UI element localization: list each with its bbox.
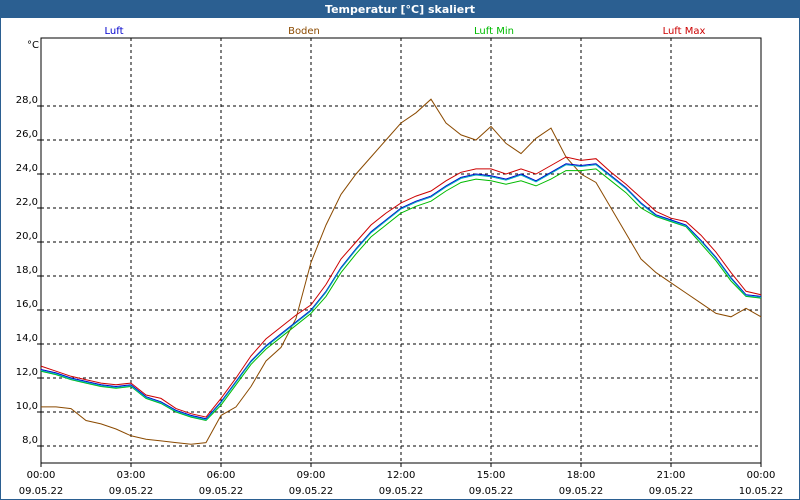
series-layer: [40, 98, 762, 445]
y-tick-label: 18,0: [16, 265, 38, 276]
x-tick-time: 18:00: [567, 470, 596, 481]
x-tick-time: 09:00: [297, 470, 326, 481]
legend-luft: Luft: [105, 26, 124, 37]
x-tick-date: 09.05.22: [199, 486, 244, 497]
x-tick-date: 09.05.22: [289, 486, 334, 497]
x-tick-time: 06:00: [207, 470, 236, 481]
y-tick-label: 20,0: [16, 231, 38, 242]
legend-luft-max: Luft Max: [663, 26, 706, 37]
series-line-luft-min: [40, 168, 762, 422]
y-tick-label: 24,0: [16, 163, 38, 174]
series-line-boden: [41, 98, 762, 445]
y-tick-label: 10,0: [16, 401, 38, 412]
x-tick-time: 00:00: [27, 470, 56, 481]
x-tick-time: 15:00: [477, 470, 506, 481]
x-tick-date: 09.05.22: [649, 486, 694, 497]
x-axis: 00:00 09.05.22 03:00 09.05.22 06:00 09.05.22 0…: [19, 463, 784, 497]
y-tick-label: 16,0: [16, 299, 38, 310]
y-tick-label: 12,0: [16, 367, 38, 378]
x-tick-time: 12:00: [387, 470, 416, 481]
x-tick-time: 03:00: [117, 470, 146, 481]
y-axis: 8,0 10,0 12,0 14,0 16,0 18,0 20,0 22,0 24,0 26,0 2…: [16, 95, 41, 447]
series-line-luft-max: [40, 156, 762, 418]
legend-luft-min: Luft Min: [474, 26, 514, 37]
x-tick-date: 09.05.22: [559, 486, 604, 497]
x-tick-date: 09.05.22: [109, 486, 154, 497]
y-tick-label: 22,0: [16, 197, 38, 208]
x-tick-date: 10.05.22: [739, 486, 784, 497]
series-line-luft-shadow: [40, 164, 762, 421]
x-tick-time: 21:00: [657, 470, 686, 481]
x-tick-time: 00:00: [747, 470, 776, 481]
y-tick-label: 14,0: [16, 333, 38, 344]
y-tick-label: 8,0: [22, 435, 38, 446]
x-tick-date: 09.05.22: [469, 486, 514, 497]
y-tick-label: 28,0: [16, 95, 38, 106]
x-tick-date: 09.05.22: [19, 486, 64, 497]
grid: [41, 38, 761, 463]
legend-boden: Boden: [288, 26, 320, 37]
series-line-luft: [40, 163, 762, 420]
x-tick-date: 09.05.22: [379, 486, 424, 497]
y-axis-label: °C: [27, 40, 39, 51]
chart-title: Temperatur [°C] skaliert: [1, 1, 799, 18]
y-tick-label: 26,0: [16, 129, 38, 140]
